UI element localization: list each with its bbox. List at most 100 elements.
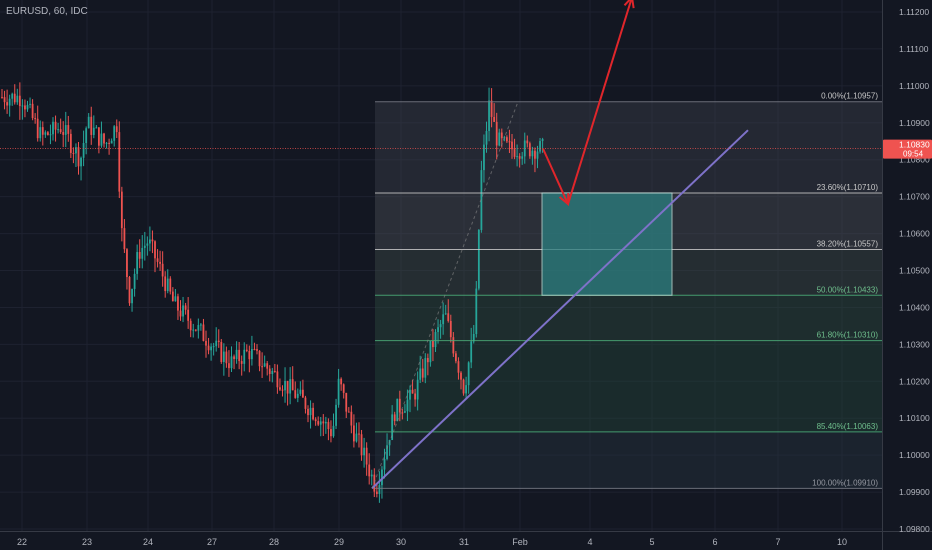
candle-body [391, 414, 394, 440]
chart-drawings [0, 0, 882, 490]
candle-body [426, 358, 429, 363]
candle-body [327, 421, 330, 430]
candle-body [526, 140, 529, 144]
candle-body [383, 459, 386, 470]
candle-body [541, 139, 544, 142]
fib-level-label: 61.80%(1.10310) [817, 331, 879, 340]
candle-body [345, 392, 348, 412]
candle-body [506, 137, 508, 142]
candle-body [215, 340, 218, 347]
price-tick-label: 1.10300 [899, 339, 930, 349]
price-tick-label: 1.10600 [899, 229, 930, 239]
candle-body [52, 121, 54, 135]
candle-body [24, 105, 26, 110]
candle-body [291, 379, 294, 391]
candle-body [6, 102, 8, 106]
candle-body [258, 350, 261, 367]
time-tick-label: 31 [459, 537, 469, 547]
time-tick-label: 30 [396, 537, 406, 547]
candle-body [477, 229, 480, 289]
candle-body [131, 288, 133, 304]
candle-body [141, 247, 144, 259]
candle-body [368, 464, 371, 477]
price-tick-label: 1.10400 [899, 302, 930, 312]
candle-body [205, 340, 207, 346]
candle-body [210, 346, 212, 351]
candle-body [322, 421, 325, 424]
candle-body [261, 366, 263, 368]
candle-body [307, 408, 309, 416]
candle-body [363, 447, 365, 456]
candle-body [13, 93, 16, 103]
price-tick-label: 1.11200 [899, 7, 929, 17]
candle-body [212, 346, 215, 348]
candle-body [284, 380, 286, 391]
candle-body [169, 278, 172, 292]
candle-body [225, 351, 228, 364]
candle-body [332, 425, 335, 437]
price-tick-label: 1.10700 [899, 192, 930, 202]
symbol-title: EURUSD, 60, IDC [6, 6, 88, 17]
candle-body [194, 329, 197, 331]
candle-body [256, 349, 258, 351]
candle-body [108, 142, 110, 144]
price-tag [883, 139, 932, 159]
fib-level-label: 50.00%(1.10433) [817, 285, 879, 294]
candle-body [347, 411, 350, 413]
candle-body [309, 407, 312, 416]
candle-body [202, 324, 205, 341]
candle-body [495, 121, 498, 146]
candle-body [82, 142, 85, 158]
time-tick-label: 10 [837, 537, 847, 547]
candle-body [523, 140, 526, 157]
candle-body [8, 98, 11, 106]
candle-body [508, 141, 511, 143]
candle-body [228, 363, 230, 369]
candle-body [182, 305, 184, 317]
trendline [371, 129, 749, 490]
candle-body [340, 378, 343, 385]
candle-body [31, 103, 34, 119]
price-tick-label: 1.11000 [899, 81, 929, 91]
candle-body [266, 363, 269, 369]
fib-level-label: 100.00%(1.09910) [812, 478, 878, 487]
candle-body [521, 156, 524, 159]
candle-body [92, 127, 95, 135]
time-tick-label: 28 [269, 537, 279, 547]
candle-body [342, 384, 345, 393]
candle-body [11, 93, 14, 99]
candle-body [273, 370, 276, 372]
candle-body [166, 278, 169, 292]
candle-body [138, 252, 141, 259]
candle-body [286, 380, 289, 394]
candle-body [335, 404, 337, 426]
candle-body [411, 389, 414, 394]
candle-body [516, 156, 518, 158]
candle-body [457, 361, 460, 373]
candle-body [414, 393, 416, 400]
fib-level-label: 0.00%(1.10957) [821, 92, 878, 101]
candle-body [36, 118, 39, 139]
candle-body [192, 329, 195, 331]
candle-body [398, 398, 401, 413]
candle-body [419, 368, 422, 380]
candle-body [174, 296, 177, 302]
fib-zone [375, 101, 882, 193]
candle-body [358, 433, 360, 435]
time-tick-label: Feb [512, 537, 528, 547]
candle-body [80, 157, 82, 167]
candle-body [531, 150, 534, 157]
price-tag-countdown: 09:54 [903, 150, 924, 159]
candle-body [452, 337, 455, 354]
candle-body [115, 126, 118, 133]
candle-body [18, 95, 21, 107]
candle-body [123, 228, 126, 250]
candle-body [447, 313, 450, 321]
candle-body [240, 361, 243, 364]
candle-body [26, 104, 29, 110]
candle-body [498, 132, 501, 146]
candle-body [475, 288, 478, 335]
candle-body [143, 245, 146, 248]
fibonacci-zones [375, 101, 882, 489]
